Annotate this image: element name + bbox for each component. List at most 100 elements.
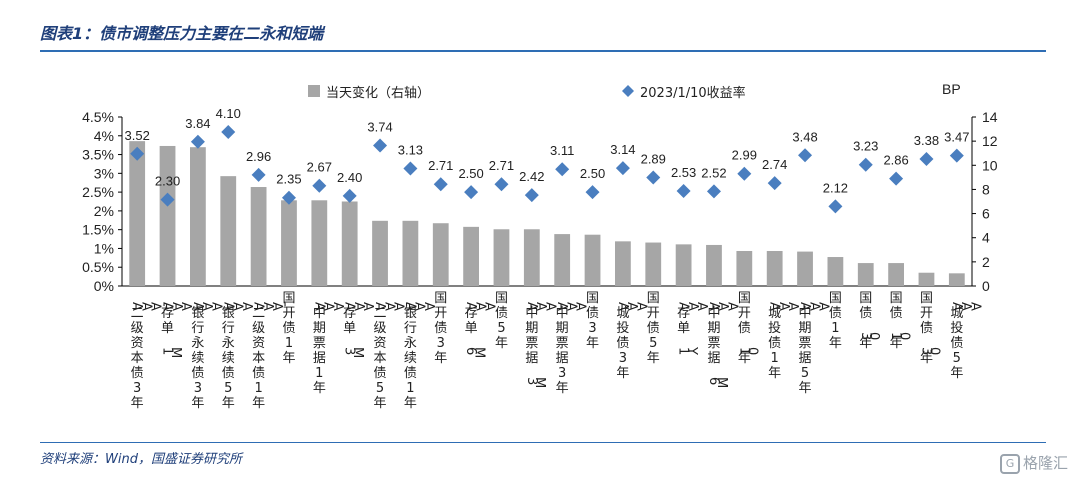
yield-data-label: 3.52 (125, 128, 150, 143)
yield-point-marker (221, 125, 236, 140)
bar (645, 242, 662, 286)
category-label: 国债 5 年 (495, 291, 508, 351)
yield-point-marker (373, 138, 388, 153)
yield-data-label: 3.48 (792, 129, 817, 144)
bar (250, 187, 267, 286)
category-label: AAA银行永续债 1 年 (402, 302, 436, 411)
right-tick-label: 14 (982, 109, 998, 125)
yield-data-label: 2.89 (641, 151, 666, 166)
yield-data-label: 2.86 (883, 153, 908, 168)
category-label: 国开债 3 年 (434, 291, 447, 366)
yield-point-marker (312, 178, 327, 193)
left-tick-label: 1.5% (82, 222, 114, 238)
yield-point-marker (524, 188, 539, 203)
category-label: 国开债 1 年 (282, 291, 295, 366)
bar (888, 263, 904, 286)
bar (615, 241, 631, 286)
legend-bar-label: 当天变化（右轴） (326, 85, 430, 101)
yield-data-label: 2.50 (458, 166, 483, 181)
yield-point-marker (190, 134, 205, 149)
left-tick-label: 2% (94, 203, 114, 219)
bar (797, 251, 813, 286)
category-label: AAA-二级资本债 5 年 (372, 302, 414, 411)
yield-data-label: 2.12 (823, 180, 848, 195)
yield-data-label: 3.23 (853, 139, 878, 154)
yield-point-marker (676, 183, 691, 198)
yield-data-label: 2.74 (762, 157, 787, 172)
yield-point-marker (130, 146, 145, 161)
left-tick-label: 0% (94, 278, 114, 294)
bar (372, 220, 388, 286)
bar (402, 220, 419, 286)
yield-data-label: 3.11 (550, 143, 574, 158)
yield-data-label: 2.53 (671, 165, 696, 180)
category-label: 国开债 5 年 (647, 291, 660, 366)
yield-point-marker (737, 166, 752, 181)
yield-point-marker (403, 161, 418, 176)
yield-point-marker (767, 176, 782, 191)
bar (584, 234, 601, 286)
yield-data-label: 2.52 (701, 165, 726, 180)
bar (281, 200, 297, 286)
category-label: 国开债 10年 (736, 291, 759, 366)
left-tick-label: 0.5% (82, 259, 114, 275)
yield-data-label: 2.96 (246, 149, 271, 164)
right-tick-label: 10 (982, 157, 998, 173)
yield-data-label: 2.40 (337, 170, 362, 185)
bar (190, 147, 206, 286)
category-label: 国债 30年 (858, 291, 881, 351)
yield-data-label: 2.42 (519, 169, 544, 184)
yield-point-marker (555, 162, 570, 177)
legend-bar-swatch (308, 85, 320, 97)
yield-data-label: 2.50 (580, 166, 605, 181)
category-label: AAA存单 3M (342, 302, 376, 358)
right-tick-label: 4 (982, 230, 990, 246)
category-label: AAA城投债 5 年 (949, 302, 983, 381)
left-tick-label: 3% (94, 165, 114, 181)
right-tick-label: 6 (982, 206, 990, 222)
left-tick-label: 4% (94, 128, 114, 144)
top-rule (40, 50, 1046, 52)
category-label: AAA银行永续债 5 年 (220, 302, 254, 411)
category-label: AAA-二级资本债 1 年 (251, 302, 293, 411)
yield-point-marker (281, 190, 296, 205)
bar (493, 229, 510, 286)
yield-data-label: 3.74 (367, 120, 392, 135)
yield-data-label: 2.71 (428, 158, 453, 173)
bar (766, 250, 783, 286)
yield-point-marker (494, 177, 509, 192)
figure-title: 图表1：债市调整压力主要在二永和短端 (40, 24, 324, 43)
category-label: 国债 1 年 (829, 291, 842, 351)
yield-data-label: 3.38 (914, 133, 939, 148)
yield-point-marker (919, 152, 934, 167)
yield-point-marker (798, 148, 813, 163)
category-label: AAA存单 6M (463, 302, 497, 358)
yield-data-label: 2.71 (489, 158, 514, 173)
bar (857, 263, 874, 286)
yield-data-label: 4.10 (216, 106, 241, 121)
watermark-logo-icon: G (999, 453, 1020, 474)
source-note: 资料来源：Wind，国盛证券研究所 (40, 452, 242, 467)
yield-point-marker (342, 188, 357, 203)
bar (129, 141, 146, 286)
category-label: AAA银行永续债 3 年 (190, 302, 224, 411)
bar (918, 272, 935, 286)
left-tick-label: 1% (94, 240, 114, 256)
left-tick-label: 3.5% (82, 147, 114, 163)
yield-point-marker (706, 184, 721, 199)
bar (523, 229, 540, 286)
yield-point-marker (858, 157, 873, 172)
yield-point-marker (585, 185, 600, 200)
bar (432, 223, 449, 286)
right-axis-unit-label: BP (942, 81, 961, 97)
watermark-text: 格隆汇 (1022, 454, 1068, 472)
category-label: AAA中期票据 6M (706, 302, 740, 388)
yield-data-label: 3.14 (610, 142, 635, 157)
left-tick-label: 2.5% (82, 184, 114, 200)
bar (341, 201, 358, 286)
yield-data-label: 3.13 (398, 142, 423, 157)
yield-data-label: 2.35 (276, 172, 301, 187)
right-tick-label: 0 (982, 278, 990, 294)
yield-point-marker (251, 167, 266, 182)
yield-point-marker (160, 192, 175, 207)
